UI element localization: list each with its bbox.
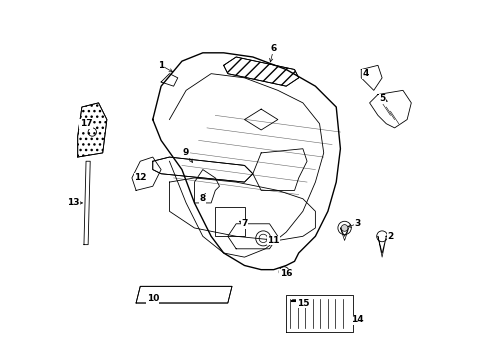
Polygon shape bbox=[223, 57, 298, 86]
Circle shape bbox=[341, 225, 347, 231]
Text: 15: 15 bbox=[296, 298, 308, 307]
Circle shape bbox=[337, 221, 350, 235]
Text: 13: 13 bbox=[67, 198, 80, 207]
Text: 10: 10 bbox=[146, 294, 159, 303]
Text: 4: 4 bbox=[362, 69, 368, 78]
Text: 7: 7 bbox=[241, 219, 247, 228]
Text: 16: 16 bbox=[279, 269, 292, 278]
Text: 11: 11 bbox=[267, 236, 279, 245]
Text: 5: 5 bbox=[378, 94, 385, 103]
Text: 6: 6 bbox=[270, 44, 276, 53]
Text: 9: 9 bbox=[183, 148, 189, 157]
Text: 17: 17 bbox=[80, 119, 92, 128]
Text: 2: 2 bbox=[386, 232, 393, 241]
Polygon shape bbox=[78, 103, 107, 157]
Circle shape bbox=[376, 231, 386, 242]
Polygon shape bbox=[152, 157, 252, 182]
Text: 14: 14 bbox=[350, 315, 363, 324]
Text: 8: 8 bbox=[199, 194, 205, 203]
FancyBboxPatch shape bbox=[215, 207, 244, 236]
Circle shape bbox=[255, 231, 270, 246]
Text: 1: 1 bbox=[158, 61, 164, 70]
Polygon shape bbox=[136, 286, 231, 303]
Text: 12: 12 bbox=[134, 174, 146, 183]
Text: 3: 3 bbox=[353, 219, 360, 228]
Circle shape bbox=[279, 267, 288, 277]
